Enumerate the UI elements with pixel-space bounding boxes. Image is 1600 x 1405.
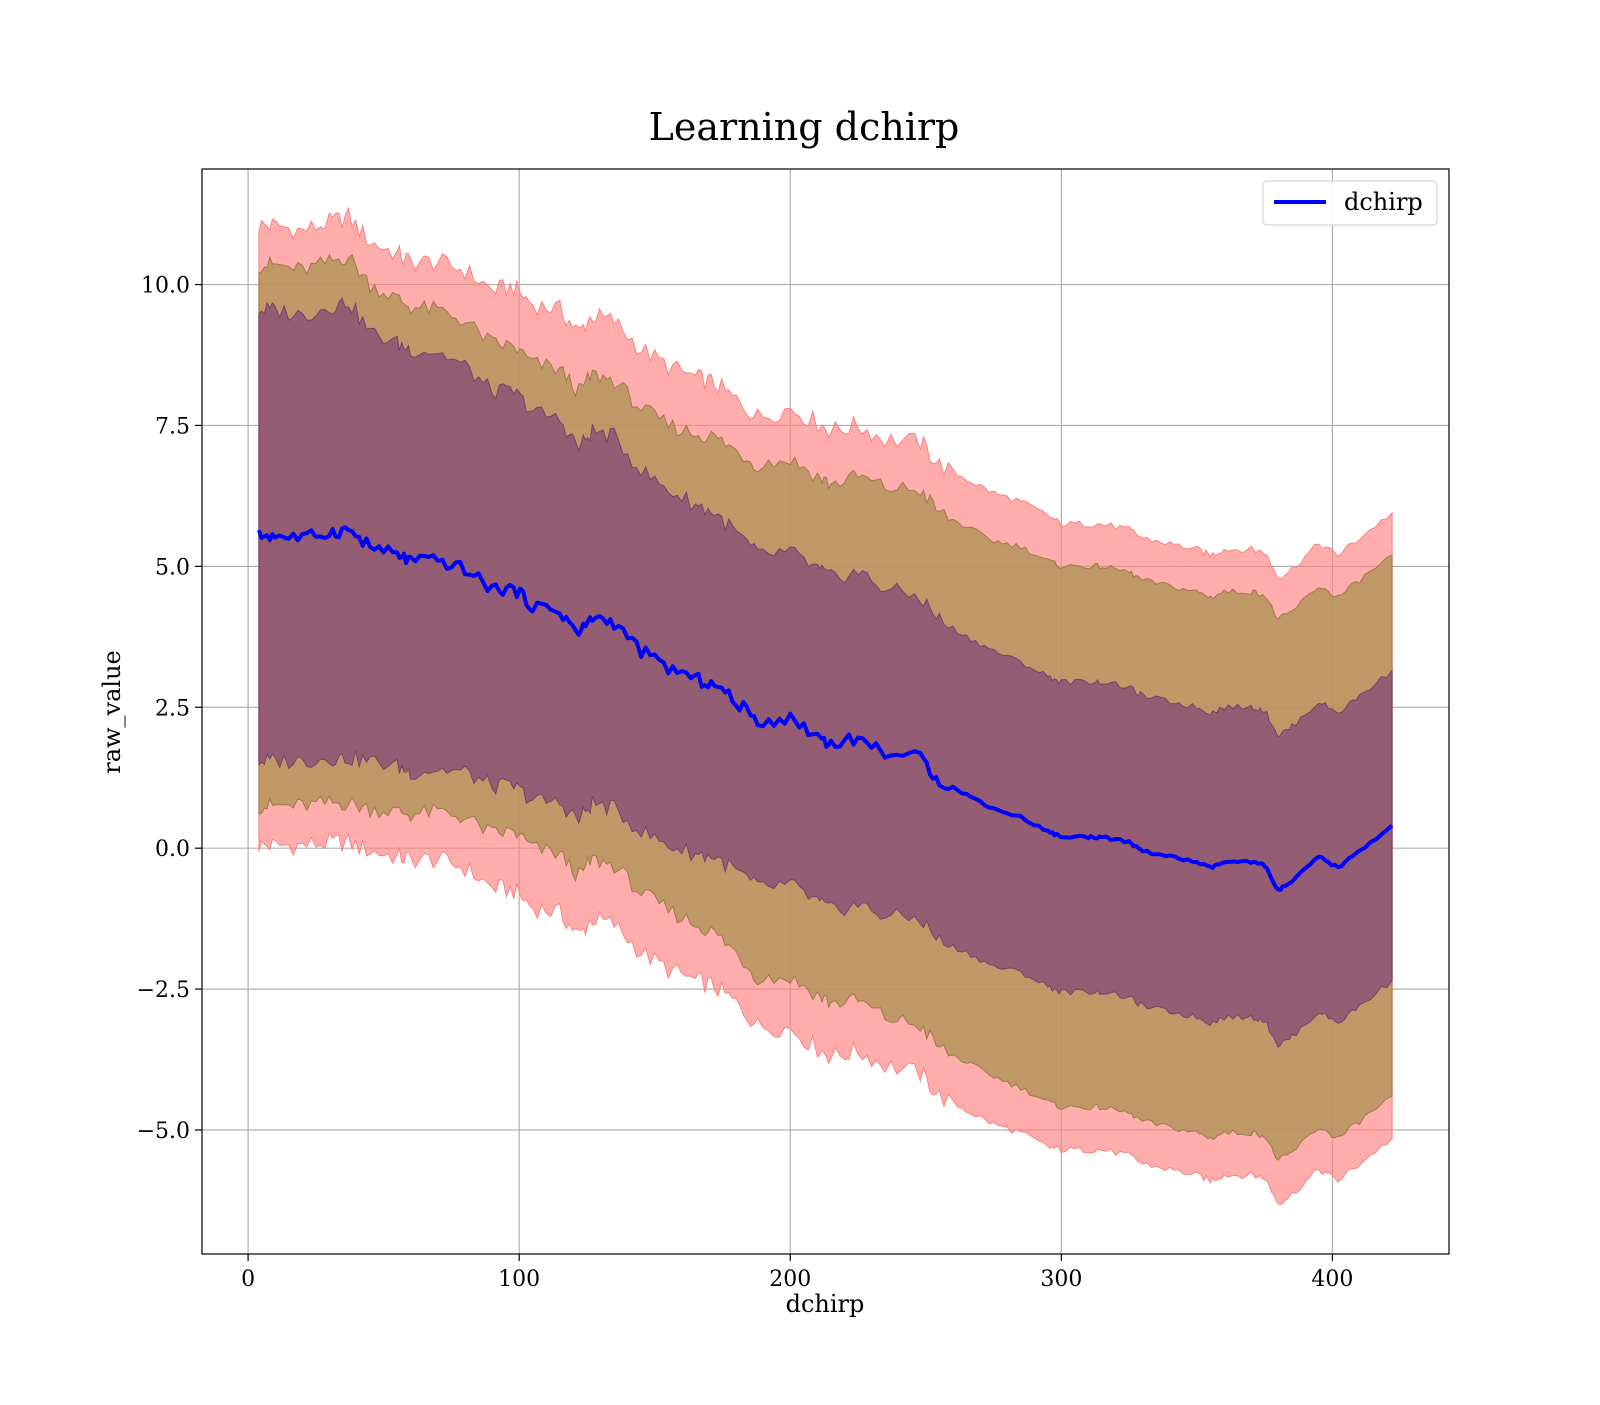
y-tick-label: −2.5 <box>137 978 190 1003</box>
y-tick-label: 10.0 <box>141 274 190 299</box>
y-tick-label: 0.0 <box>155 837 190 862</box>
legend-box <box>1262 180 1438 226</box>
y-tick-label: 2.5 <box>155 696 190 721</box>
inner-confidence-band <box>258 297 1393 1049</box>
line-layer <box>257 525 1394 892</box>
band-layer <box>258 206 1393 1205</box>
y-tick-label: 7.5 <box>155 414 190 439</box>
x-tick-label: 300 <box>1040 1267 1082 1292</box>
legend: dchirp <box>1262 180 1438 226</box>
x-axis-label: dchirp <box>786 1290 865 1318</box>
chart-title: Learning dchirp <box>649 105 960 149</box>
y-axis-label: raw_value <box>98 650 126 774</box>
y-tick-label: −5.0 <box>137 1119 190 1144</box>
x-tick-label: 200 <box>769 1267 811 1292</box>
x-tick-label: 0 <box>241 1267 255 1292</box>
x-tick-label: 100 <box>498 1267 540 1292</box>
y-tick-label: 5.0 <box>155 555 190 580</box>
x-tick-label: 400 <box>1311 1267 1353 1292</box>
dchirp-mean-line <box>257 525 1394 892</box>
plot-frame <box>201 168 1450 1255</box>
legend-label: dchirp <box>1344 188 1423 216</box>
tick-layer: 0 100 200 300 400 −5.0 −2.5 0.0 2.5 5.0 7.5 10.0 <box>137 274 1354 1292</box>
